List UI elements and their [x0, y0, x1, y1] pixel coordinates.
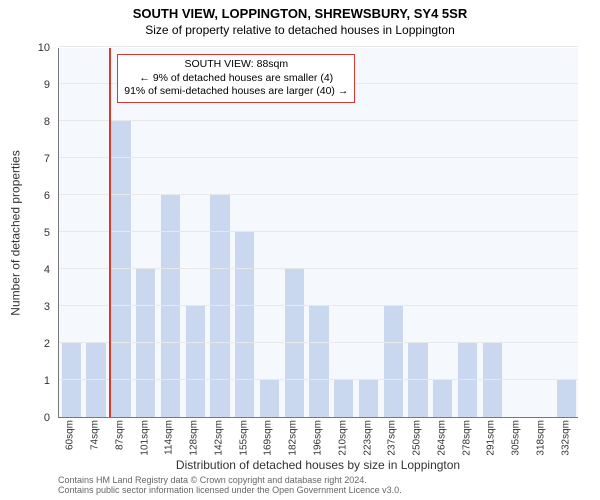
annotation-line-3: 91% of semi-detached houses are larger (…: [124, 85, 348, 99]
bar: [483, 343, 502, 417]
caption: Contains HM Land Registry data © Crown c…: [58, 475, 402, 496]
y-tick: 3: [30, 301, 50, 313]
x-tick: 237sqm: [387, 420, 398, 456]
grid-line: [59, 268, 578, 269]
x-tick: 155sqm: [238, 420, 249, 456]
x-tick: 305sqm: [511, 420, 522, 456]
bar: [557, 380, 576, 417]
bar: [260, 380, 279, 417]
annotation-line-1: SOUTH VIEW: 88sqm: [124, 58, 348, 72]
grid-line: [59, 120, 578, 121]
x-tick: 278sqm: [461, 420, 472, 456]
caption-line-2: Contains public sector information licen…: [58, 485, 402, 495]
y-tick: 2: [30, 338, 50, 350]
bar: [433, 380, 452, 417]
y-tick: 0: [30, 412, 50, 424]
x-tick: 210sqm: [337, 420, 348, 456]
bar: [161, 195, 180, 417]
bar: [86, 343, 105, 417]
bar: [285, 269, 304, 417]
x-tick: 291sqm: [486, 420, 497, 456]
grid-line: [59, 194, 578, 195]
y-tick: 9: [30, 79, 50, 91]
y-tick: 4: [30, 264, 50, 276]
bar: [408, 343, 427, 417]
y-tick: 7: [30, 153, 50, 165]
x-tick: 114sqm: [164, 420, 175, 455]
bar: [62, 343, 81, 417]
y-axis-label: Number of detached properties: [8, 48, 24, 418]
bar: [136, 269, 155, 417]
annotation-box: SOUTH VIEW: 88sqm← 9% of detached houses…: [117, 54, 355, 103]
bar: [359, 380, 378, 417]
x-tick: 223sqm: [362, 420, 373, 456]
grid-line: [59, 46, 578, 47]
y-tick: 8: [30, 116, 50, 128]
bar: [210, 195, 229, 417]
y-tick: 10: [30, 42, 50, 54]
x-tick: 60sqm: [65, 420, 76, 450]
x-tick: 169sqm: [263, 420, 274, 456]
marker-line: [109, 48, 111, 417]
bar: [334, 380, 353, 417]
x-tick: 182sqm: [288, 420, 299, 456]
x-tick: 128sqm: [189, 420, 200, 456]
bar: [111, 121, 130, 417]
bar: [186, 306, 205, 417]
y-tick: 6: [30, 190, 50, 202]
x-tick: 101sqm: [139, 420, 150, 456]
annotation-line-2: ← 9% of detached houses are smaller (4): [124, 72, 348, 86]
x-tick: 142sqm: [213, 420, 224, 456]
x-tick: 87sqm: [114, 420, 125, 450]
x-tick: 318sqm: [535, 420, 546, 456]
chart-container: { "title": "SOUTH VIEW, LOPPINGTON, SHRE…: [0, 0, 600, 500]
grid-line: [59, 157, 578, 158]
y-tick: 1: [30, 375, 50, 387]
bar: [309, 306, 328, 417]
plot-background: SOUTH VIEW: 88sqm← 9% of detached houses…: [58, 48, 578, 418]
y-axis-ticks: 012345678910: [30, 48, 54, 418]
x-tick: 264sqm: [436, 420, 447, 456]
bar: [235, 232, 254, 417]
grid-line: [59, 342, 578, 343]
bar: [458, 343, 477, 417]
chart-title: SOUTH VIEW, LOPPINGTON, SHREWSBURY, SY4 …: [0, 0, 600, 21]
caption-line-1: Contains HM Land Registry data © Crown c…: [58, 475, 402, 485]
bar: [384, 306, 403, 417]
x-tick: 250sqm: [412, 420, 423, 456]
x-tick: 74sqm: [90, 420, 101, 450]
y-tick: 5: [30, 227, 50, 239]
plot-area: SOUTH VIEW: 88sqm← 9% of detached houses…: [58, 48, 578, 418]
bars-layer: [59, 48, 578, 417]
x-tick: 332sqm: [560, 420, 571, 456]
chart-subtitle: Size of property relative to detached ho…: [0, 21, 600, 39]
grid-line: [59, 379, 578, 380]
x-tick: 196sqm: [313, 420, 324, 456]
grid-line: [59, 305, 578, 306]
grid-line: [59, 231, 578, 232]
x-axis-label: Distribution of detached houses by size …: [58, 458, 578, 472]
